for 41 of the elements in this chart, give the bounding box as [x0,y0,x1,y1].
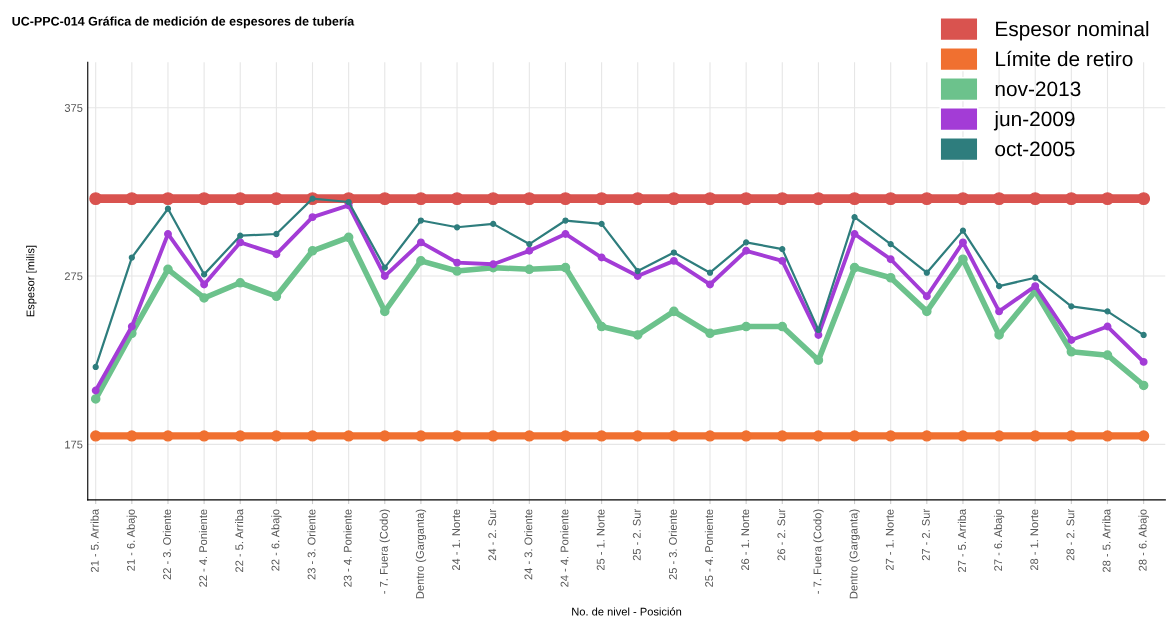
y-tick-label: 275 [64,272,83,281]
legend-label: oct-2005 [995,141,1075,157]
x-tick-label: 23 - 3. Oriente [307,509,316,580]
x-tick-label: 21 - 5. Arriba [90,508,99,572]
x-tick-label: 26 - 2. Sur [777,509,786,561]
x-tick-label: 25 - 3. Oriente [668,509,677,580]
y-tick-label: 375 [64,104,83,112]
x-tick-label: 25 - 4. Poniente [704,509,713,587]
x-axis-title: No. de nivel - Posición [572,607,682,616]
legend-label: Límite de retiro [996,50,1133,67]
x-tick-label: 27 - 2. Sur [921,509,930,561]
x-tick-label: 27 - 5. Arriba [957,508,966,572]
legend-label: jun-2009 [993,111,1075,131]
y-axis-title: Espesor [milis] [26,245,37,317]
x-tick-label: 28 - 2. Sur [1066,509,1075,561]
x-tick-label: 24 - 2. Sur [488,509,497,561]
legend-label: Espesor nominal [996,21,1149,41]
x-tick-label: Dentro (Garganta) [415,509,427,599]
y-tick-label: 175 [65,440,83,449]
x-tick-label: 22 - 3. Oriente [162,509,171,580]
x-tick-label: 28 - 6. Abajo [1138,509,1149,571]
x-tick-label: 25 - 1. Norte [596,509,605,571]
x-tick-label: 22 - 4. Poniente [198,509,208,587]
x-tick-label: - 7. Fuera (Codo) [813,509,824,594]
x-tick-label: 21 - 6. Abajo [126,509,138,571]
x-tick-label: 23 - 4. Poniente [343,509,352,587]
x-tick-label: 28 - 5. Arriba [1102,508,1111,572]
x-tick-label: 22 - 5. Arriba [235,508,244,572]
x-tick-label: Dentro (Garganta) [849,509,860,599]
chart-title: UC-PPC-014 Gráfica de medición de espesores de tubería [12,16,355,29]
x-tick-label: 24 - 3. Oriente [524,509,533,580]
x-tick-label: 24 - 4. Poniente [560,509,569,587]
x-tick-label: 25 - 2. Sur [632,509,641,561]
x-tick-label: 28 - 1. Norte [1030,509,1039,571]
x-tick-label: 26 - 1. Norte [741,509,750,571]
x-tick-label: - 7. Fuera (Codo) [379,509,390,594]
x-tick-label: 27 - 6. Abajo [993,509,1005,571]
x-tick-label: 24 - 1. Norte [452,509,461,571]
x-tick-label: 27 - 1. Norte [885,509,894,571]
legend-label: nov-2013 [995,81,1081,97]
x-tick-label: 22 - 6. Abajo [271,509,282,571]
